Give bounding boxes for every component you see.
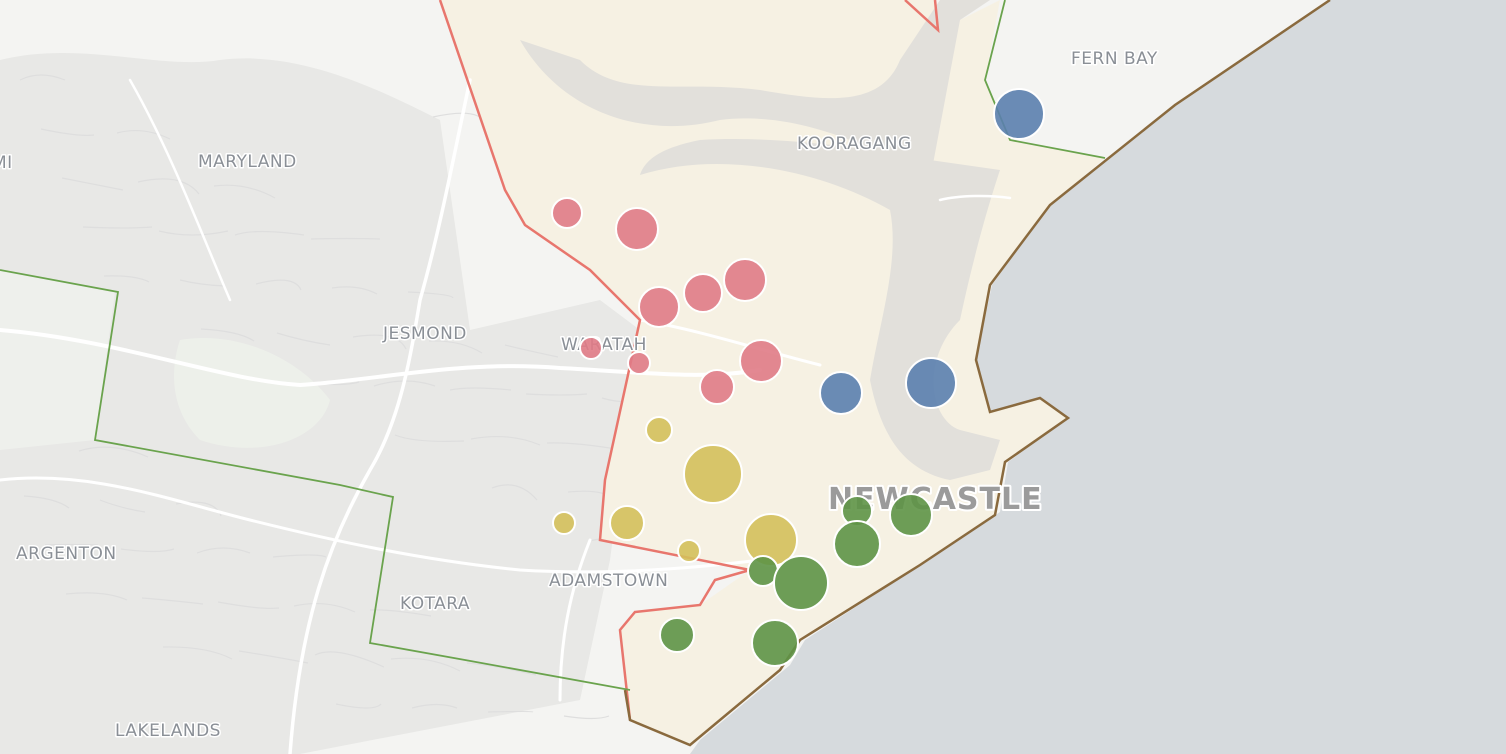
place-label-argenton: ARGENTON [16, 544, 117, 564]
map-marker-blue-3[interactable] [905, 357, 957, 409]
map-marker-green-3[interactable] [833, 520, 881, 568]
map-marker-green-7[interactable] [751, 619, 799, 667]
place-label-jesmond: JESMOND [382, 324, 467, 344]
tasman-sea [690, 0, 1506, 754]
street-network [19, 74, 697, 720]
map-marker-red-7[interactable] [627, 351, 651, 375]
map-marker-yellow-3[interactable] [552, 511, 576, 535]
place-label-waratah: WARATAH [561, 335, 647, 355]
place-label-mi: MI [0, 153, 13, 173]
place-label-maryland: MARYLAND [198, 152, 297, 172]
place-label-adamstown: ADAMSTOWN [549, 571, 668, 591]
map-marker-red-2[interactable] [615, 207, 659, 251]
map-marker-green-2[interactable] [889, 493, 933, 537]
place-label-kotara: KOTARA [400, 594, 470, 614]
map-marker-red-5[interactable] [723, 258, 767, 302]
map-marker-red-6[interactable] [579, 336, 603, 360]
map-marker-blue-2[interactable] [819, 371, 863, 415]
map-marker-red-9[interactable] [699, 369, 735, 405]
road-network [0, 78, 1012, 754]
map-marker-red-8[interactable] [739, 339, 783, 383]
parklands [0, 270, 330, 450]
map-marker-blue-1[interactable] [993, 88, 1045, 140]
map-marker-green-6[interactable] [659, 617, 695, 653]
data-markers[interactable] [551, 88, 1045, 667]
map-marker-yellow-1[interactable] [645, 416, 673, 444]
place-label-fern-bay: FERN BAY [1071, 49, 1158, 69]
map-marker-red-1[interactable] [551, 197, 583, 229]
hunter-river-estuary [520, 0, 1000, 480]
place-label-lakelands: LAKELANDS [115, 721, 221, 741]
map-marker-yellow-2[interactable] [683, 444, 743, 504]
map-marker-green-5[interactable] [773, 555, 829, 611]
map-marker-yellow-5[interactable] [677, 539, 701, 563]
map-marker-red-4[interactable] [683, 273, 723, 313]
lga-boundaries [0, 0, 1331, 747]
map-marker-yellow-4[interactable] [609, 505, 645, 541]
map-marker-red-3[interactable] [638, 286, 680, 328]
place-label-kooragang: KOORAGANG [797, 134, 912, 154]
